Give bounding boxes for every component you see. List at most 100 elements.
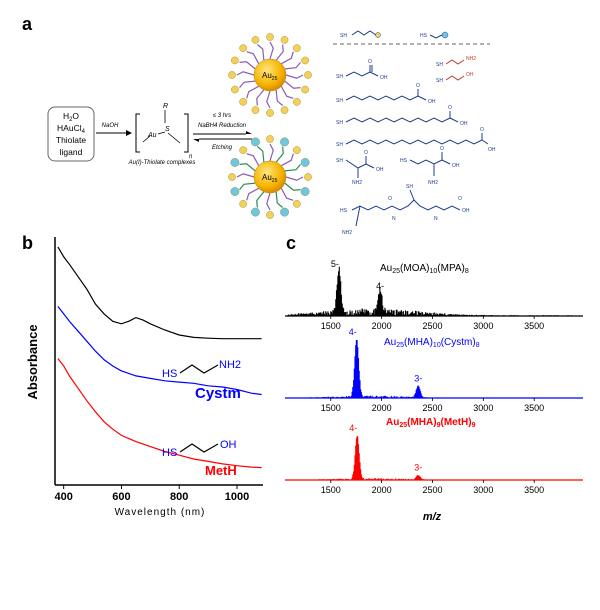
ms-x-tick-label: 2000 <box>372 321 392 331</box>
ligand-chain <box>285 176 304 181</box>
complex-r: R <box>163 103 168 110</box>
meth-hs: HS <box>162 447 177 459</box>
ligand-head-yellow <box>239 44 247 52</box>
ligand-head-yellow <box>266 211 274 219</box>
complex-bracket-left <box>135 113 140 153</box>
svg-text:O: O <box>448 105 452 111</box>
ligand-chain <box>275 146 284 163</box>
ligand-head-cyan <box>280 207 289 217</box>
box-line-haucl4: HAuCl4 <box>57 123 86 135</box>
ligand-head-yellow <box>293 146 301 154</box>
ligand-chain <box>246 85 259 99</box>
ms-x-tick-label: 2500 <box>422 321 442 331</box>
ligand-head-yellow <box>304 71 312 79</box>
ligand-chain <box>256 191 265 208</box>
spectrum-3-label: Au25(MHA)9(MetH)9 <box>386 417 476 429</box>
ligand-chain <box>246 187 259 201</box>
ligand-head-yellow <box>293 44 301 52</box>
reactant-box <box>47 106 95 162</box>
complex-bracket-right <box>184 113 189 153</box>
svg-text:HS: HS <box>420 33 428 39</box>
au25-core <box>253 160 287 194</box>
ligand-head-yellow <box>293 200 301 208</box>
ms-x-tick-label: 2000 <box>372 403 392 413</box>
complex-s: S <box>165 126 170 133</box>
ligand-chain <box>236 71 255 76</box>
ligand-chain <box>281 153 294 167</box>
spectrum-1-label: Au25(MOA)10(MPA)8 <box>380 263 469 275</box>
ligand-head-cyan <box>280 137 289 147</box>
forward-arrow <box>246 131 252 134</box>
ligand-chain <box>246 51 260 64</box>
ligand-head-yellow <box>266 135 274 143</box>
ms-spectrum-trace <box>287 435 580 480</box>
svg-text:N: N <box>392 216 396 222</box>
ms-x-tick-label: 2500 <box>422 403 442 413</box>
meth-structure: HS OH MetH <box>162 439 237 478</box>
svg-text:O: O <box>416 83 420 89</box>
ms-x-tick-label: 1500 <box>321 403 341 413</box>
ms-peak-label: 4- <box>349 423 357 433</box>
svg-text:O: O <box>368 59 372 65</box>
uvvis-chart: Absorbance Wavelength (nm) 400 600 800 1000… <box>25 237 263 518</box>
ms-x-tick-label: 1500 <box>321 485 341 495</box>
condition-reduction: NaBH4 Reduction <box>198 123 247 129</box>
ligand-head-cyan <box>251 207 260 217</box>
svg-text:OH: OH <box>452 163 460 169</box>
cluster-top: Au25 <box>228 33 312 117</box>
ms-spectrum-2: 4- 3- 1500 2000 2500 3000 3500 <box>285 327 583 413</box>
svg-text:SH: SH <box>336 142 343 148</box>
ligand-head-yellow <box>239 200 247 208</box>
ligand-chain <box>275 44 284 61</box>
ligand-chain <box>269 143 274 162</box>
complex-caption: Au(I)-Thiolate complexes <box>128 160 196 166</box>
ligand-chain <box>284 182 301 191</box>
ligand-head-yellow <box>231 85 239 94</box>
synthesis-scheme: H2O HAuCl4 Thiolate ligand NaOH R S Au n… <box>47 103 252 166</box>
ms-peak-label: 5- <box>331 259 339 269</box>
svg-text:OH: OH <box>376 167 384 173</box>
ligand-head-yellow <box>251 36 260 44</box>
svg-text:O: O <box>440 146 444 152</box>
ligand-chain <box>256 89 265 106</box>
svg-text:NH2: NH2 <box>466 56 476 62</box>
ms-x-tick-label: 2500 <box>422 485 442 495</box>
ms-x-tick-label: 3000 <box>473 321 493 331</box>
ligand-head-yellow <box>280 106 289 114</box>
ms-x-tick-label: 3000 <box>473 403 493 413</box>
uvvis-series-line-3 <box>57 358 262 469</box>
uvvis-x-tick-label: 1000 <box>225 491 249 503</box>
svg-text:HS: HS <box>340 208 348 214</box>
box-line-ligand: ligand <box>60 147 83 157</box>
cystm-hs: HS <box>162 368 177 380</box>
svg-text:OH: OH <box>462 208 470 214</box>
ligand-chain <box>280 188 294 201</box>
ligand-chain <box>239 61 256 70</box>
condition-etching: Etching <box>212 145 233 151</box>
au25-core-label: Au25 <box>262 173 278 184</box>
ligand-head-cyan <box>251 137 260 147</box>
ligand-head-yellow <box>304 173 312 181</box>
ligand-chain <box>284 163 301 172</box>
ms-x-tick-label: 3000 <box>473 485 493 495</box>
spectrum-2-label: Au25(MHA)10(Cystm)8 <box>384 337 480 349</box>
ms-x-tick-label: 3500 <box>524 485 544 495</box>
ligand-head-yellow <box>266 109 274 117</box>
uvvis-x-tick-label: 400 <box>54 491 72 503</box>
ligand-chain <box>269 41 274 60</box>
ms-x-tick-label: 2000 <box>372 485 392 495</box>
uvvis-ylabel: Absorbance <box>25 324 40 399</box>
ligand-chain <box>275 191 284 208</box>
meth-oh: OH <box>220 439 237 451</box>
svg-text:SH: SH <box>436 78 443 84</box>
ms-xlabel: m/z <box>423 511 442 523</box>
ligand-chain <box>280 86 294 99</box>
cystm-structure: HS NH2 Cystm <box>162 359 241 402</box>
ligand-chain <box>275 89 284 106</box>
svg-text:N: N <box>434 216 438 222</box>
svg-text:O: O <box>388 196 392 202</box>
ligand-head-yellow <box>293 98 301 106</box>
ms-spectrum-1: 5- 4- 1500 2000 2500 3000 3500 <box>285 259 583 331</box>
ligand-head-cyan <box>300 158 310 167</box>
